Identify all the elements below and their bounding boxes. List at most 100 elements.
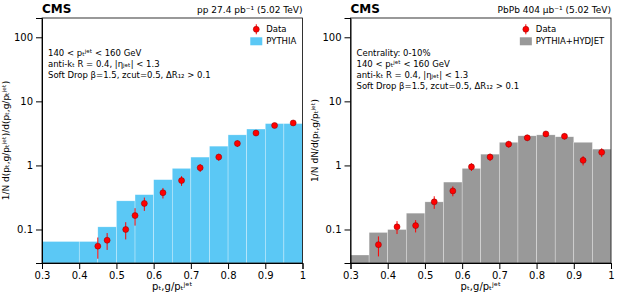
- y-axis-title: 1/N dN/d(pₜ,g/pₜʲᵉᵗ): [310, 99, 320, 182]
- histogram-bar: [518, 136, 537, 263]
- x-tick-label: 0.7: [492, 270, 508, 281]
- data-points: [375, 131, 604, 256]
- annotation: 140 < pₜʲᵉᵗ < 160 GeV: [48, 48, 141, 58]
- data-point: [394, 224, 400, 230]
- data-point: [413, 223, 419, 229]
- histogram-bar: [481, 154, 500, 263]
- annotation: anti-kₜ R = 0.4, |ηⱼₑₜ| < 1.3: [48, 59, 160, 69]
- x-tick-mark: [499, 263, 500, 269]
- data-point: [179, 178, 185, 184]
- data-point: [599, 149, 605, 155]
- x-tick-mark: [574, 263, 575, 269]
- annotation: 140 < pₜʲᵉᵗ < 160 GeV: [357, 59, 450, 69]
- x-tick-mark: [154, 263, 155, 269]
- y-tick-label: 1: [27, 160, 33, 171]
- legend-label: PYTHIA+HYDJET: [536, 36, 605, 46]
- y-tick: 10: [329, 96, 351, 107]
- x-tick: 0.8: [221, 263, 237, 281]
- x-tick-mark: [228, 263, 229, 269]
- data-point: [160, 190, 166, 196]
- x-tick-mark: [265, 263, 266, 269]
- title: CMS: [42, 2, 71, 16]
- subtitle: pp 27.4 pb⁻¹ (5.02 TeV): [197, 5, 302, 15]
- x-axis: 0.3 0.4 0.5 0.6 0.7 0.8 0.9 1: [35, 263, 307, 281]
- x-tick-label: 0.9: [566, 270, 582, 281]
- histogram-bar: [574, 142, 593, 263]
- annotation: Soft Drop β=1.5, zcut=0.5, ΔR₁₂ > 0.1: [48, 70, 211, 80]
- annotation: Soft Drop β=1.5, zcut=0.5, ΔR₁₂ > 0.1: [357, 81, 520, 91]
- histogram-bar: [369, 232, 388, 263]
- x-tick-mark: [191, 263, 192, 269]
- y-tick-mark: [36, 101, 42, 102]
- x-tick: 0.3: [343, 263, 359, 281]
- histogram-bar: [172, 168, 191, 263]
- x-tick-label: 0.3: [35, 270, 51, 281]
- histogram-bar: [228, 135, 247, 263]
- y-tick-label: 0.1: [17, 224, 33, 235]
- legend-swatch: [523, 26, 529, 32]
- y-tick-label: 10: [329, 96, 342, 107]
- data-point: [450, 188, 456, 194]
- legend-swatch: [253, 26, 259, 32]
- data-point: [197, 165, 203, 171]
- histogram-bar: [444, 182, 463, 263]
- x-tick-mark: [388, 263, 389, 269]
- data-point: [561, 133, 567, 139]
- x-tick: 0.9: [258, 263, 274, 281]
- histogram-bar: [135, 195, 154, 263]
- histogram-bar: [116, 201, 135, 263]
- legend-swatch: [520, 37, 532, 45]
- x-tick: 0.3: [35, 263, 51, 281]
- data-point: [290, 120, 296, 126]
- y-axis-line: [345, 19, 352, 264]
- annotation: Centrality: 0-10%: [357, 48, 431, 58]
- x-tick: 0.5: [417, 263, 433, 281]
- y-tick: 10: [20, 96, 42, 107]
- x-tick-label: 0.8: [221, 270, 237, 281]
- x-axis-title: pₜ,g/pₜʲᵉᵗ: [461, 281, 501, 292]
- data-point: [580, 157, 586, 163]
- plot-marks: [351, 131, 612, 263]
- histogram-bar: [154, 180, 173, 263]
- y-tick-label: 10: [20, 96, 33, 107]
- y-axis: 0.1110100: [322, 19, 351, 264]
- x-tick-mark: [611, 263, 612, 269]
- legend: Data PYTHIA+HYDJET: [520, 24, 605, 46]
- annotation: anti-kₜ R = 0.4, |ηⱼₑₜ| < 1.3: [357, 70, 469, 80]
- x-tick-mark: [537, 263, 538, 269]
- y-tick-label: 100: [14, 32, 33, 43]
- y-tick: 0.1: [326, 224, 351, 235]
- title: CMS: [351, 2, 380, 16]
- x-tick: 0.6: [146, 263, 162, 281]
- x-tick-label: 0.4: [380, 270, 396, 281]
- x-tick-label: 0.4: [72, 270, 88, 281]
- x-tick-label: 0.5: [109, 270, 125, 281]
- y-tick-mark: [345, 101, 351, 102]
- data-point: [375, 242, 381, 248]
- data-point: [487, 154, 493, 160]
- x-axis-line: [351, 264, 612, 270]
- data-point: [132, 213, 138, 219]
- y-axis: 0.1 1 10 100: [14, 19, 43, 264]
- x-tick-label: 0.3: [343, 270, 359, 281]
- annotations: 140 < pₜʲᵉᵗ < 160 GeVanti-kₜ R = 0.4, |η…: [48, 48, 211, 80]
- histogram-bar: [406, 213, 425, 263]
- legend-item: Data: [523, 24, 556, 34]
- annotations: Centrality: 0-10%140 < pₜʲᵉᵗ < 160 GeVan…: [357, 48, 520, 91]
- data-point: [468, 164, 474, 170]
- x-tick-label: 0.9: [258, 270, 274, 281]
- y-axis-line: [36, 19, 43, 264]
- x-tick: 1: [300, 263, 306, 281]
- data-points: [95, 120, 296, 259]
- panel: 0.3 0.4 0.5 0.6 0.7 0.8 0.9 1 0.1 1 10 100 CMS pp 27.…: [1, 2, 306, 292]
- x-tick-label: 0.6: [146, 270, 162, 281]
- y-tick-mark: [345, 37, 351, 38]
- histogram-bar: [265, 124, 284, 263]
- histogram-bar: [555, 137, 574, 263]
- histogram-bar: [462, 168, 481, 263]
- x-tick: 0.7: [183, 263, 199, 281]
- y-tick: 1: [27, 160, 42, 171]
- x-axis-title: pₜ,g/pₜʲᵉᵗ: [152, 281, 192, 292]
- y-tick: 100: [14, 32, 42, 43]
- data-point: [253, 130, 259, 136]
